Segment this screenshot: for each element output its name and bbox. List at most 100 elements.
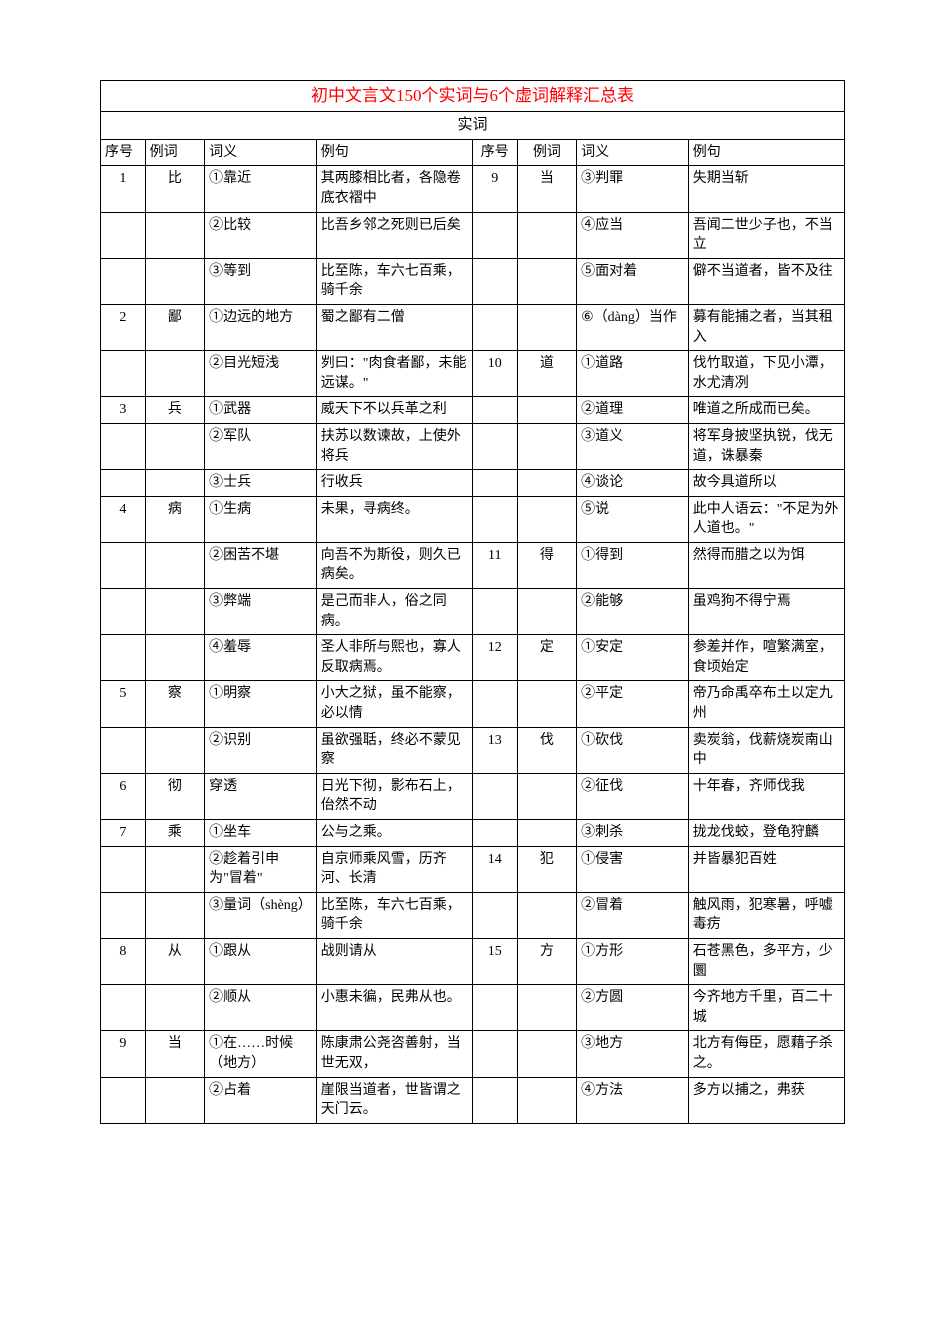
cell-num [472, 258, 517, 304]
table-row: ③量词（shèng）比至陈，车六七百乘，骑千余②冒着触风雨，犯寒暑，呼嘘毒疠 [101, 892, 845, 938]
cell-num [472, 985, 517, 1031]
cell-num [101, 727, 146, 773]
cell-num [101, 589, 146, 635]
table-row: ②趁着引申为"冒着"自京师乘风雪，历齐河、长清14犯①侵害并皆暴犯百姓 [101, 846, 845, 892]
cell-word [517, 820, 577, 847]
cell-meaning: ①得到 [577, 542, 689, 588]
cell-example: 参差并作，喧繁满室，食顷始定 [688, 635, 844, 681]
cell-word: 当 [517, 166, 577, 212]
cell-example: 日光下彻，影布石上，佁然不动 [316, 773, 472, 819]
cell-meaning: ②冒着 [577, 892, 689, 938]
cell-word: 犯 [517, 846, 577, 892]
cell-meaning: ②征伐 [577, 773, 689, 819]
vocab-table: 初中文言文150个实词与6个虚词解释汇总表 实词 序号 例词 词义 例句 序号 … [100, 80, 845, 1124]
table-title: 初中文言文150个实词与6个虚词解释汇总表 [101, 81, 845, 112]
cell-word: 比 [145, 166, 205, 212]
cell-example: 将军身披坚执锐，伐无道，诛暴秦 [688, 423, 844, 469]
cell-word [517, 304, 577, 350]
cell-num: 3 [101, 397, 146, 424]
cell-meaning: ①坐车 [205, 820, 317, 847]
cell-num [472, 304, 517, 350]
cell-word [517, 212, 577, 258]
cell-num [472, 773, 517, 819]
cell-word: 伐 [517, 727, 577, 773]
cell-word: 兵 [145, 397, 205, 424]
cell-num [472, 820, 517, 847]
cell-num: 13 [472, 727, 517, 773]
cell-word [145, 635, 205, 681]
cell-num: 10 [472, 351, 517, 397]
table-row: 7乘①坐车公与之乘。③刺杀拢龙伐蛟，登龟狩麟 [101, 820, 845, 847]
table-row: 2鄙①边远的地方蜀之鄙有二僧⑥（dàng）当作募有能捕之者，当其租入 [101, 304, 845, 350]
cell-word [517, 397, 577, 424]
cell-example: 并皆暴犯百姓 [688, 846, 844, 892]
cell-example: 虽欲强聒，终必不蒙见察 [316, 727, 472, 773]
cell-num [472, 681, 517, 727]
cell-num [472, 496, 517, 542]
cell-num [101, 212, 146, 258]
cell-meaning: ③等到 [205, 258, 317, 304]
table-row: 1比①靠近其两膝相比者，各隐卷底衣褶中9当③判罪失期当斩 [101, 166, 845, 212]
table-row: ②军队扶苏以数谏故，上使外将兵③道义将军身披坚执锐，伐无道，诛暴秦 [101, 423, 845, 469]
cell-num [101, 470, 146, 497]
table-row: ②比较比吾乡邻之死则已后矣④应当吾闻二世少子也，不当立 [101, 212, 845, 258]
cell-num [472, 1031, 517, 1077]
cell-num: 6 [101, 773, 146, 819]
cell-num [101, 423, 146, 469]
cell-word [517, 496, 577, 542]
cell-meaning: ①生病 [205, 496, 317, 542]
cell-meaning: ④谈论 [577, 470, 689, 497]
cell-meaning: ②军队 [205, 423, 317, 469]
hdr-mean-left: 词义 [205, 139, 317, 166]
cell-example: 今齐地方千里，百二十城 [688, 985, 844, 1031]
cell-example: 陈康肃公尧咨善射，当世无双， [316, 1031, 472, 1077]
cell-example: 向吾不为斯役，则久已病矣。 [316, 542, 472, 588]
cell-example: 失期当斩 [688, 166, 844, 212]
cell-example: 触风雨，犯寒暑，呼嘘毒疠 [688, 892, 844, 938]
cell-meaning: ③士兵 [205, 470, 317, 497]
table-body: 初中文言文150个实词与6个虚词解释汇总表 实词 序号 例词 词义 例句 序号 … [101, 81, 845, 1124]
cell-example: 吾闻二世少子也，不当立 [688, 212, 844, 258]
cell-num [472, 212, 517, 258]
cell-word [517, 589, 577, 635]
cell-example: 唯道之所成而已矣。 [688, 397, 844, 424]
cell-example: 然得而腊之以为饵 [688, 542, 844, 588]
cell-word [145, 258, 205, 304]
cell-num [472, 589, 517, 635]
cell-num: 4 [101, 496, 146, 542]
cell-word: 定 [517, 635, 577, 681]
cell-example: 比至陈，车六七百乘，骑千余 [316, 258, 472, 304]
table-row: ②顺从小惠未徧，民弗从也。②方圆今齐地方千里，百二十城 [101, 985, 845, 1031]
subtitle-row: 实词 [101, 111, 845, 139]
cell-example: 自京师乘风雪，历齐河、长清 [316, 846, 472, 892]
hdr-num-left: 序号 [101, 139, 146, 166]
cell-meaning: ①明察 [205, 681, 317, 727]
cell-num [101, 635, 146, 681]
cell-meaning: ①武器 [205, 397, 317, 424]
cell-word: 从 [145, 938, 205, 984]
cell-example: 行收兵 [316, 470, 472, 497]
cell-word: 得 [517, 542, 577, 588]
cell-example: 蜀之鄙有二僧 [316, 304, 472, 350]
hdr-mean-right: 词义 [577, 139, 689, 166]
cell-meaning: ⑤面对着 [577, 258, 689, 304]
table-row: ④羞辱圣人非所与熙也，寡人反取病焉。12定①安定参差并作，喧繁满室，食顷始定 [101, 635, 845, 681]
cell-num [101, 846, 146, 892]
cell-word: 察 [145, 681, 205, 727]
cell-num [101, 258, 146, 304]
cell-word [145, 351, 205, 397]
cell-meaning: ②道理 [577, 397, 689, 424]
cell-word [145, 727, 205, 773]
cell-word [145, 423, 205, 469]
table-row: ③士兵行收兵④谈论故今具道所以 [101, 470, 845, 497]
cell-example: 拢龙伐蛟，登龟狩麟 [688, 820, 844, 847]
cell-example: 其两膝相比者，各隐卷底衣褶中 [316, 166, 472, 212]
cell-num [101, 1077, 146, 1123]
table-subtitle: 实词 [101, 111, 845, 139]
cell-example: 伐竹取道，下见小潭，水尤清冽 [688, 351, 844, 397]
table-row: 6彻穿透日光下彻，影布石上，佁然不动②征伐十年春，齐师伐我 [101, 773, 845, 819]
cell-meaning: ③判罪 [577, 166, 689, 212]
cell-meaning: ②方圆 [577, 985, 689, 1031]
cell-example: 虽鸡狗不得宁焉 [688, 589, 844, 635]
cell-word [517, 258, 577, 304]
